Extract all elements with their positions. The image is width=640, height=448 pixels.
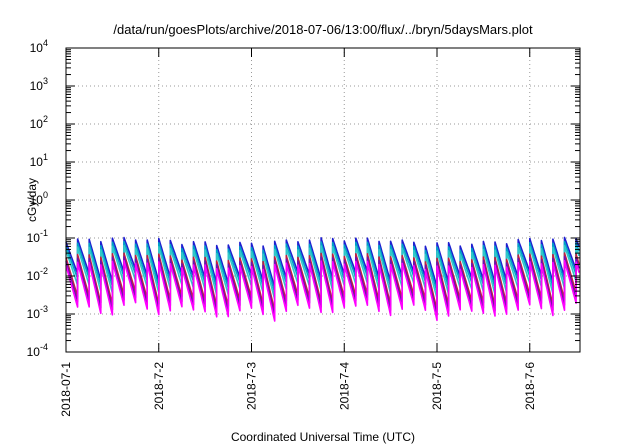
y-tick-label: 102 [30,114,48,131]
x-tick-labels: 2018-07-1 2018-7-2 2018-7-3 2018-7-4 2018-7-… [59,362,537,417]
series-line [65,259,580,322]
axis-ticks [65,47,580,353]
x-tick-label: 2018-07-1 [59,362,73,417]
y-tick-label: 100 [30,190,48,207]
x-tick-label: 2018-7-3 [245,362,259,410]
y-tick-label: 104 [30,38,48,55]
y-tick-label: 101 [30,152,48,169]
y-tick-label: 10-2 [27,266,48,283]
y-tick-label: 10-4 [27,342,48,359]
x-tick-label: 2018-7-6 [523,362,537,410]
x-axis-label: Coordinated Universal Time (UTC) [231,430,415,444]
series-group [65,236,580,322]
x-tick-label: 2018-7-2 [152,362,166,410]
grid [66,48,580,352]
chart-title: /data/run/goesPlots/archive/2018-07-06/1… [113,22,533,37]
x-tick-label: 2018-7-4 [337,362,351,410]
y-axis-label: cGy/day [25,178,39,222]
y-tick-label: 10-1 [27,228,48,245]
y-tick-labels: 10-4 10-3 10-2 10-1 100 101 102 103 104 [27,38,48,359]
y-tick-label: 10-3 [27,304,48,321]
x-tick-label: 2018-7-5 [430,362,444,410]
y-tick-label: 103 [30,76,48,93]
